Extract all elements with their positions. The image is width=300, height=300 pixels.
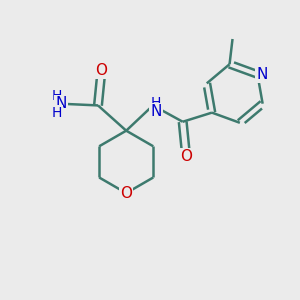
Text: H: H [52,106,62,120]
Text: H: H [52,88,62,103]
Text: O: O [95,63,107,78]
Text: H: H [151,96,161,110]
Text: O: O [180,149,192,164]
Text: N: N [55,96,67,111]
Text: N: N [150,104,162,119]
Text: N: N [256,67,268,82]
Text: O: O [120,186,132,201]
